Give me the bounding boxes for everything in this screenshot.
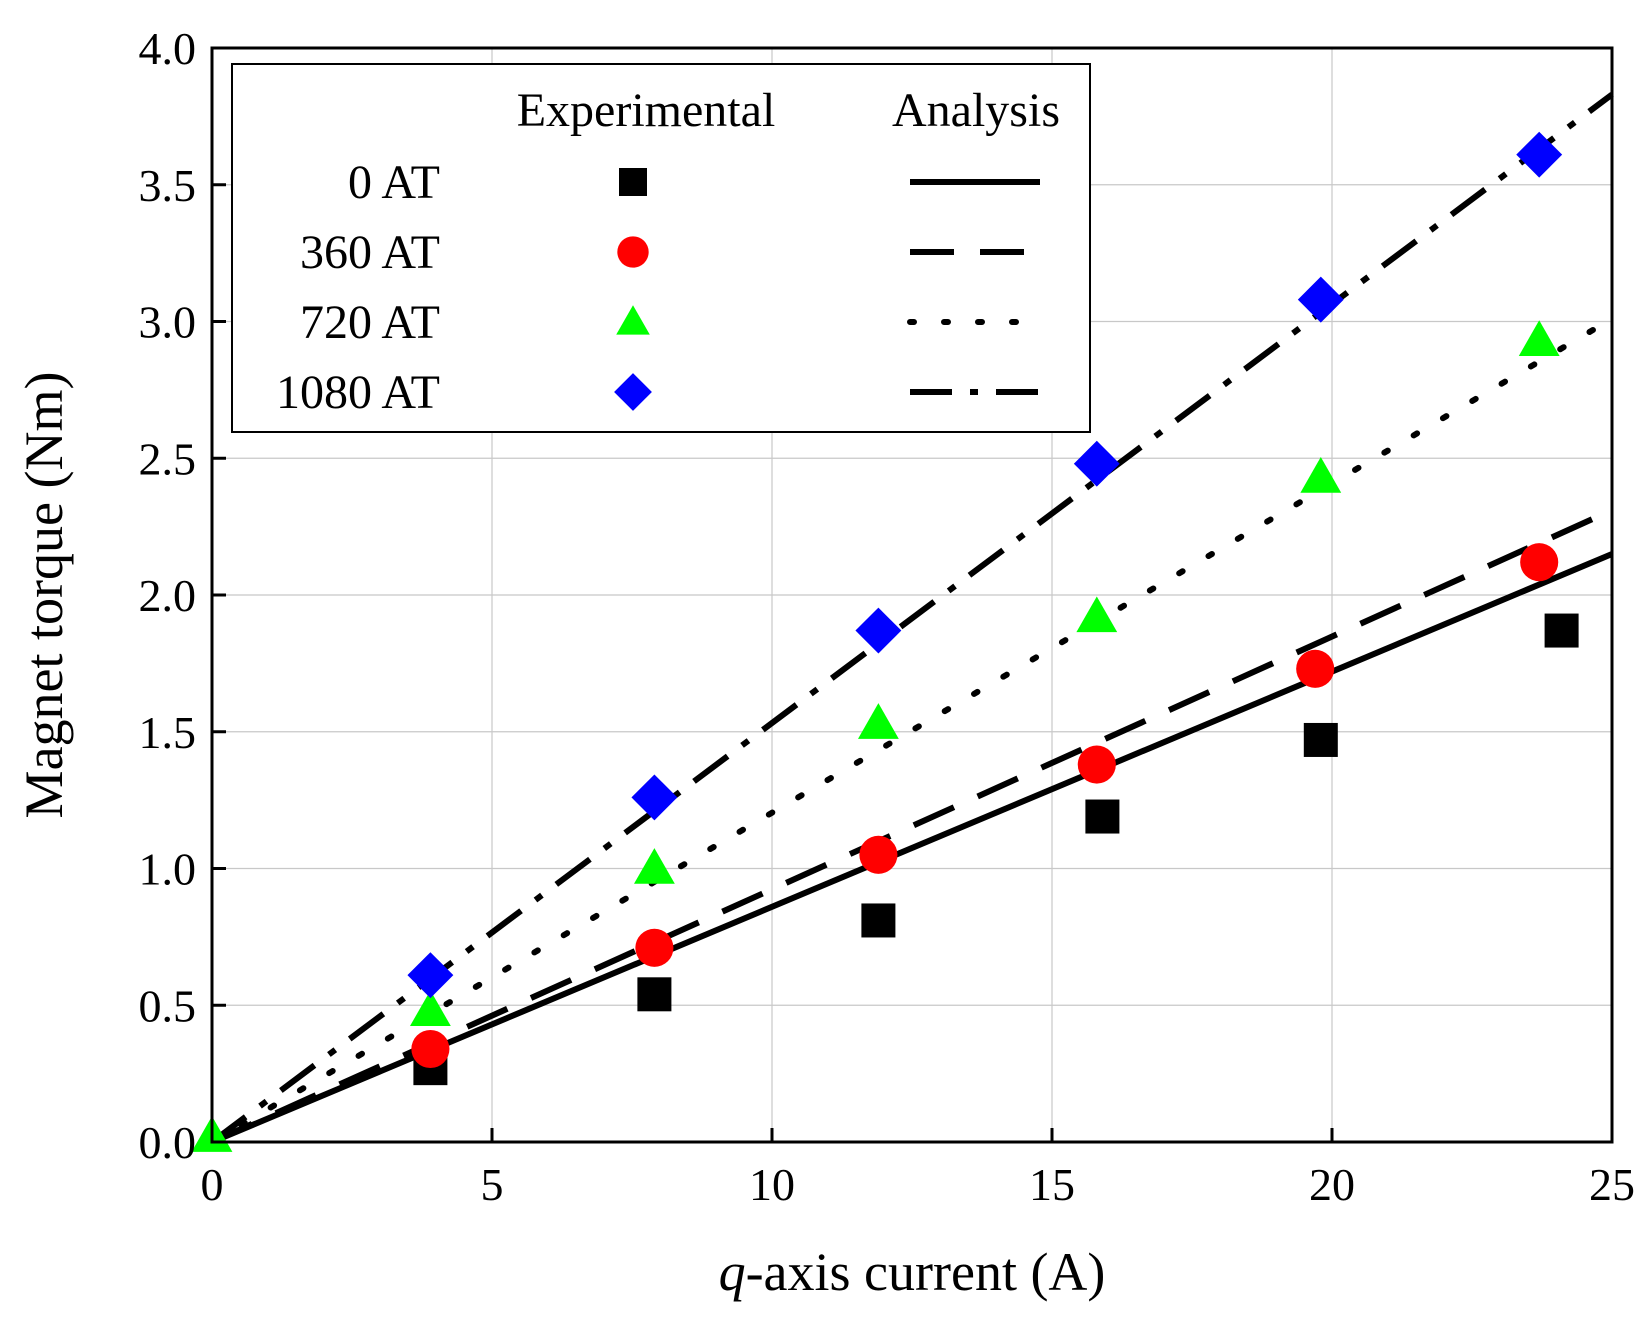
legend: Experimental Analysis 0 AT 360 AT 720 AT 10… (231, 63, 1091, 433)
data-point-1080-at (1516, 131, 1563, 178)
data-point-0-at (1085, 799, 1120, 834)
data-point-360-at (1520, 543, 1559, 582)
legend-box (231, 63, 1091, 433)
y-tick-label: 3.0 (139, 297, 197, 348)
x-tick-label: 5 (481, 1159, 504, 1210)
data-point-360-at (635, 928, 674, 967)
legend-marker (619, 168, 647, 196)
y-tick-label: 0.5 (139, 980, 197, 1031)
data-point-360-at (1077, 745, 1116, 784)
legend-header-analysis: Analysis (892, 84, 1060, 137)
legend-rows: 0 AT 360 AT 720 AT 1080 AT (276, 156, 1043, 419)
x-tick-label: 10 (749, 1159, 795, 1210)
data-point-360-at (1296, 649, 1335, 688)
x-axis-title: q-axis current (A) (719, 1242, 1106, 1302)
analysis-line-360-at (210, 507, 1614, 1145)
y-tick-label: 1.0 (139, 844, 197, 895)
data-point-720-at (1076, 596, 1118, 633)
data-point-360-at (859, 835, 898, 874)
x-tick-label: 20 (1309, 1159, 1355, 1210)
data-point-720-at (1300, 456, 1342, 493)
y-tick-label: 1.5 (139, 707, 197, 758)
axis-ticks: 0 5 10 15 20 25 0.0 0.5 1.0 1.5 2.0 2.5 3.0 3.5 4.0 (139, 23, 1636, 1210)
analysis-line-720-at (209, 315, 1615, 1145)
data-point-720-at (410, 990, 451, 1027)
data-point-0-at (637, 977, 672, 1012)
data-point-1080-at (631, 774, 678, 821)
data-point-1080-at (1073, 440, 1120, 487)
legend-label: 360 AT (300, 226, 440, 279)
y-tick-label: 2.0 (139, 570, 197, 621)
data-point-360-at (411, 1029, 450, 1069)
data-point-720-at (634, 848, 675, 884)
legend-marker (614, 373, 652, 411)
legend-label: 0 AT (348, 156, 440, 209)
x-axis-title-rest: -axis current (A) (746, 1242, 1106, 1302)
legend-marker (617, 236, 649, 268)
legend-label: 1080 AT (276, 366, 440, 419)
data-point-720-at (1518, 320, 1560, 356)
legend-label: 720 AT (300, 296, 440, 349)
data-point-720-at (858, 703, 899, 739)
legend-header-experimental: Experimental (517, 84, 776, 137)
y-tick-label: 4.0 (139, 23, 197, 74)
x-tick-label: 15 (1029, 1159, 1075, 1210)
experimental-markers (191, 131, 1579, 1152)
y-tick-label: 0.0 (139, 1117, 197, 1168)
data-point-0-at (861, 903, 896, 938)
y-axis-title: Magnet torque (Nm) (14, 372, 74, 819)
data-point-0-at (1303, 722, 1338, 757)
data-point-0-at (1544, 613, 1579, 648)
x-axis-title-italic: q (719, 1242, 746, 1302)
y-tick-label: 3.5 (139, 160, 197, 211)
y-tick-label: 2.5 (139, 433, 197, 484)
legend-marker (616, 305, 650, 335)
x-tick-label: 0 (201, 1159, 224, 1210)
data-point-1080-at (407, 952, 454, 999)
data-point-1080-at (1297, 276, 1344, 323)
x-tick-label: 25 (1589, 1159, 1635, 1210)
data-point-1080-at (855, 607, 902, 654)
